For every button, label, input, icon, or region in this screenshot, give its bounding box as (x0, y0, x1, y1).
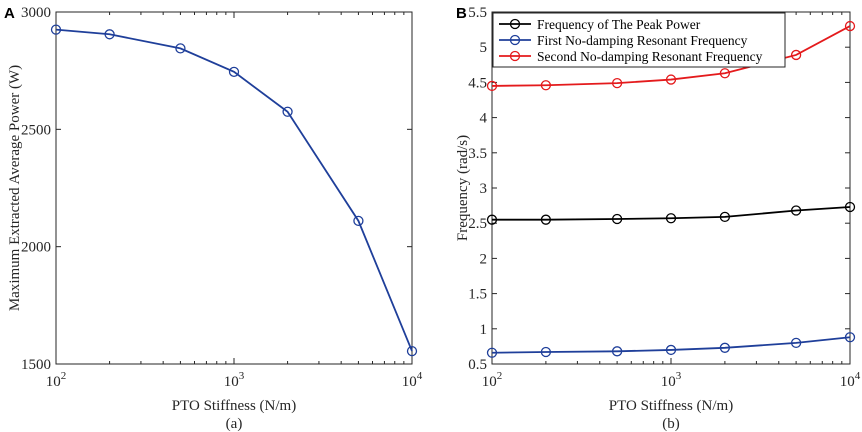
series-line (491, 25, 851, 87)
x-tick-exponent: 3 (676, 370, 682, 382)
x-tick-base: 10 (661, 374, 676, 390)
data-point (104, 29, 115, 40)
panel-caption: (b) (662, 416, 680, 432)
data-point (719, 342, 731, 353)
x-tick-exponent: 2 (61, 370, 67, 382)
y-tick-label: 2 (480, 251, 488, 267)
x-tick-exponent: 4 (855, 370, 861, 382)
data-point (665, 344, 677, 356)
y-tick-label: 3.5 (468, 146, 487, 162)
data-point (486, 214, 498, 225)
data-point (540, 346, 552, 358)
y-tick-label: 3 (480, 181, 488, 197)
x-tick-exponent: 3 (239, 370, 245, 382)
x-tick-base: 10 (840, 374, 855, 390)
panel-caption: (a) (226, 416, 243, 432)
data-point (486, 347, 498, 358)
y-tick-label: 1500 (21, 357, 51, 373)
y-tick-label: 5.5 (468, 5, 487, 21)
x-tick-base: 10 (402, 374, 417, 390)
x-tick-label: 103 (224, 370, 245, 390)
series-line (491, 336, 851, 354)
data-point (540, 80, 552, 91)
data-point (611, 346, 623, 357)
panel-letter: B (456, 5, 467, 22)
series-line (55, 28, 413, 352)
x-tick-label: 104 (402, 370, 423, 390)
data-point (790, 337, 802, 349)
x-tick-exponent: 4 (417, 370, 423, 382)
y-tick-label: 4.5 (468, 75, 487, 91)
legend-marker (509, 34, 521, 46)
y-tick-label: 2.5 (468, 216, 487, 232)
data-point (611, 77, 623, 89)
legend-entry-label: First No-damping Resonant Frequency (537, 33, 748, 48)
data-point (844, 332, 856, 343)
data-point (719, 211, 731, 223)
y-tick-label: 1 (480, 322, 488, 338)
legend-marker (509, 50, 521, 62)
data-point (282, 106, 293, 117)
data-point (844, 20, 856, 32)
x-axis-label: PTO Stiffness (N/m) (172, 398, 296, 414)
x-axis-label: PTO Stiffness (N/m) (609, 398, 733, 414)
y-tick-label: 2000 (21, 240, 51, 256)
x-tick-base: 10 (46, 374, 61, 390)
x-tick-base: 10 (482, 374, 497, 390)
data-point (665, 74, 677, 85)
data-point (353, 215, 364, 227)
x-tick-label: 102 (46, 370, 67, 390)
x-tick-label: 104 (840, 370, 861, 390)
legend-marker (509, 18, 521, 30)
data-point (665, 213, 677, 224)
y-tick-label: 3000 (21, 5, 51, 21)
y-tick-label: 5 (480, 40, 488, 56)
legend-entry-label: Frequency of The Peak Power (537, 17, 701, 32)
legend-entry-label: Second No-damping Resonant Frequency (537, 49, 763, 64)
y-tick-label: 4 (480, 111, 488, 127)
data-point (844, 201, 856, 213)
data-point (228, 66, 240, 77)
data-point (50, 24, 62, 35)
data-point (540, 214, 552, 225)
data-point (406, 345, 418, 357)
x-tick-base: 10 (224, 374, 239, 390)
data-point (790, 49, 802, 61)
y-tick-label: 2500 (21, 122, 51, 138)
y-tick-label: 0.5 (468, 357, 487, 373)
data-point (719, 68, 731, 79)
data-point (486, 80, 498, 92)
y-axis-label: Maximum Extracted Average Power (W) (7, 65, 23, 311)
x-tick-exponent: 2 (497, 370, 503, 382)
y-axis-label: Frequency (rad/s) (455, 135, 471, 241)
plot-frame (55, 11, 413, 365)
y-tick-label: 1.5 (468, 287, 487, 303)
panel-letter: A (4, 5, 15, 22)
x-tick-label: 102 (482, 370, 503, 390)
data-point (790, 205, 802, 216)
data-point (175, 43, 186, 54)
data-point (611, 213, 623, 225)
x-tick-label: 103 (661, 370, 682, 390)
legend-box (492, 12, 786, 68)
series-line (492, 206, 851, 221)
